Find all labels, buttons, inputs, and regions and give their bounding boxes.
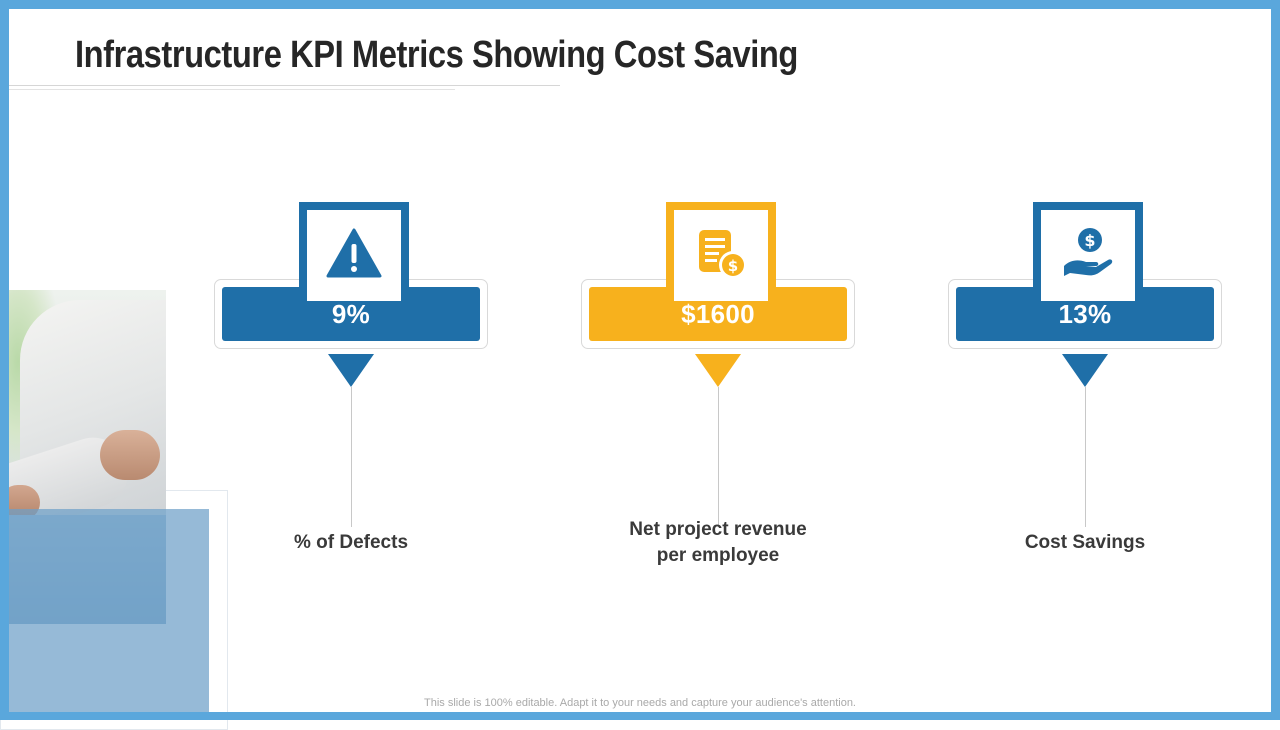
kpi-pointer <box>1062 354 1108 387</box>
slide-title: Infrastructure KPI Metrics Showing Cost … <box>75 34 798 76</box>
title-underline-secondary <box>0 89 455 90</box>
title-underline <box>0 85 560 86</box>
kpi-icon-box <box>299 202 409 301</box>
kpi-value: $1600 <box>681 298 755 329</box>
kpi-label: Cost Savings <box>1024 532 1146 553</box>
kpi-connector-line <box>351 387 352 527</box>
kpi-connector-line <box>1085 387 1086 527</box>
kpi-connector-line <box>718 387 719 527</box>
kpi-label: Net project revenue per employee <box>629 519 807 566</box>
svg-text:$: $ <box>1084 231 1095 250</box>
kpi-card-defects: 9% % of Defects <box>214 202 490 562</box>
kpi-pointer <box>328 354 374 387</box>
hand-dollar-icon: $ <box>1064 227 1113 276</box>
kpi-label: % of Defects <box>293 532 409 553</box>
invoice-dollar-icon: $ <box>699 229 747 279</box>
kpi-icon-box: $ <box>1033 202 1143 301</box>
kpi-pointer <box>695 354 741 387</box>
warning-icon <box>326 228 382 277</box>
kpi-icon-box: $ <box>666 202 776 301</box>
kpi-value: 13% <box>1058 298 1112 329</box>
svg-text:$: $ <box>728 257 738 275</box>
kpi-value: 9% <box>331 298 371 329</box>
kpi-card-revenue: $1600 $ Net project revenue per employee <box>581 202 857 566</box>
kpi-card-cost-savings: 13% $ Cost Savings <box>948 202 1224 562</box>
slide-footer-note: This slide is 100% editable. Adapt it to… <box>424 697 856 709</box>
photo-overlay-box <box>0 509 209 720</box>
